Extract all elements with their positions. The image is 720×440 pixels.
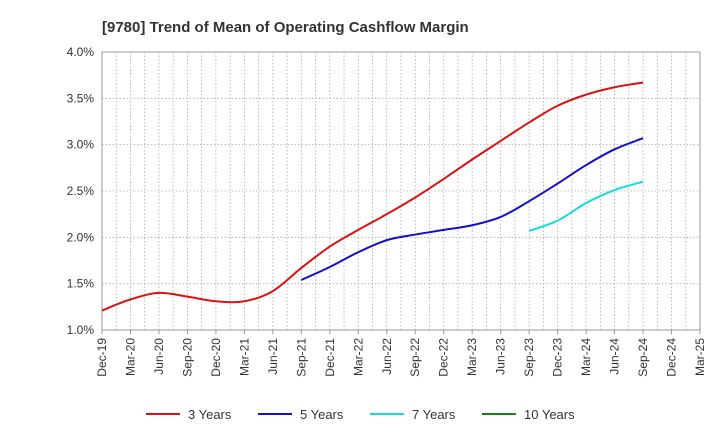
y-axis: 1.0% 1.5% 2.0% 2.5% 3.0% 3.5% 4.0% bbox=[67, 45, 95, 337]
x-tick-label: Dec-22 bbox=[437, 338, 451, 377]
y-tick-label: 1.0% bbox=[67, 323, 95, 337]
x-tick-label: Sep-23 bbox=[522, 338, 536, 377]
x-tick-label: Mar-21 bbox=[237, 338, 251, 376]
x-tick-label: Sep-22 bbox=[408, 338, 422, 377]
x-tick-label: Jun-23 bbox=[494, 338, 508, 375]
x-axis: Dec-19 Mar-20 Jun-20 Sep-20 Dec-20 Mar-21 Jun-… bbox=[95, 330, 707, 377]
y-tick-label: 1.5% bbox=[67, 277, 95, 291]
x-tick-label: Sep-24 bbox=[636, 338, 650, 377]
plot-area: 1.0% 1.5% 2.0% 2.5% 3.0% 3.5% 4.0% Dec-19 Mar-20… bbox=[67, 45, 707, 377]
x-tick-label: Mar-24 bbox=[579, 338, 593, 376]
x-tick-label: Dec-24 bbox=[665, 338, 679, 377]
x-tick-label: Jun-21 bbox=[266, 338, 280, 375]
x-tick-label: Sep-21 bbox=[294, 338, 308, 377]
x-tick-label: Dec-21 bbox=[323, 338, 337, 377]
legend-item-5-years: 5 Years bbox=[258, 407, 344, 422]
y-tick-label: 3.0% bbox=[67, 138, 95, 152]
legend-label: 3 Years bbox=[188, 407, 232, 422]
chart-title: [9780] Trend of Mean of Operating Cashfl… bbox=[102, 19, 469, 36]
series-lines bbox=[101, 81, 644, 312]
series-line-5-years bbox=[300, 137, 644, 281]
legend-label: 7 Years bbox=[412, 407, 456, 422]
x-tick-label: Sep-20 bbox=[180, 338, 194, 377]
x-tick-label: Mar-20 bbox=[123, 338, 137, 376]
series-line-3-years bbox=[101, 81, 644, 312]
x-tick-label: Mar-25 bbox=[693, 338, 707, 376]
y-tick-label: 3.5% bbox=[67, 91, 95, 105]
x-tick-label: Jun-20 bbox=[152, 338, 166, 375]
legend-label: 5 Years bbox=[300, 407, 344, 422]
x-tick-label: Dec-20 bbox=[209, 338, 223, 377]
y-tick-label: 4.0% bbox=[67, 45, 95, 59]
legend-label: 10 Years bbox=[524, 407, 575, 422]
x-tick-label: Jun-24 bbox=[608, 338, 622, 375]
x-tick-label: Dec-19 bbox=[95, 338, 109, 377]
y-tick-label: 2.0% bbox=[67, 230, 95, 244]
x-tick-label: Mar-23 bbox=[465, 338, 479, 376]
legend-item-3-years: 3 Years bbox=[146, 407, 232, 422]
legend-item-7-years: 7 Years bbox=[370, 407, 456, 422]
x-tick-label: Dec-23 bbox=[551, 338, 565, 377]
x-tick-label: Mar-22 bbox=[351, 338, 365, 376]
series-line-7-years bbox=[528, 180, 644, 232]
legend: 3 Years 5 Years 7 Years 10 Years bbox=[146, 407, 575, 422]
y-tick-label: 2.5% bbox=[67, 184, 95, 198]
x-tick-label: Jun-22 bbox=[380, 338, 394, 375]
legend-item-10-years: 10 Years bbox=[482, 407, 575, 422]
